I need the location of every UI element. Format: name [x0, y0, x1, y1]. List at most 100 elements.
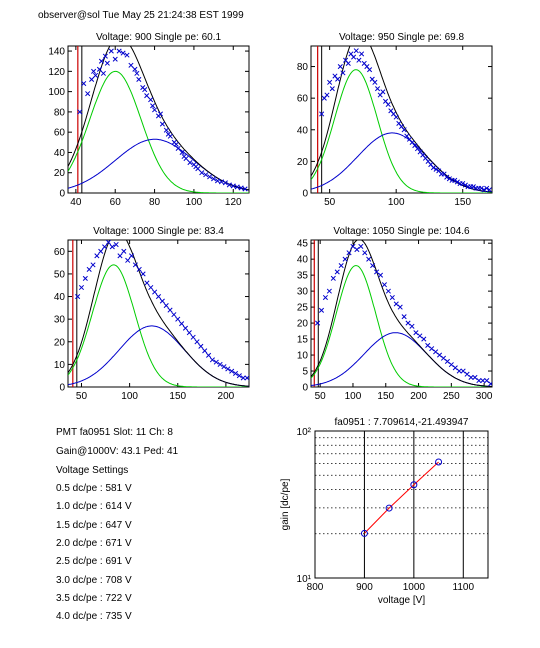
data-point — [452, 177, 458, 183]
data-point — [167, 307, 173, 313]
data-point — [190, 334, 196, 340]
data-point — [359, 51, 365, 57]
x-tick-label: 120 — [225, 197, 242, 208]
voltage-setting: 4.0 dc/pe : 735 V — [56, 611, 132, 622]
y-tick-label: 50 — [54, 269, 66, 280]
data-point — [319, 111, 325, 117]
data-point — [329, 86, 335, 92]
x-tick-label: 150 — [454, 197, 471, 208]
data-point — [385, 288, 391, 294]
data-point — [77, 109, 83, 115]
data-point — [157, 111, 164, 117]
y-tick-label: 60 — [54, 247, 66, 258]
data-point — [144, 280, 150, 286]
data-point — [150, 103, 156, 109]
x-tick-label: 150 — [169, 391, 186, 402]
data-point — [132, 262, 138, 268]
data-point — [203, 172, 209, 178]
data-point — [484, 185, 490, 191]
gain-info: Gain@1000V: 43.1 Ped: 41 — [56, 446, 179, 457]
data-point — [374, 269, 380, 275]
y-tick-label: 10² — [297, 427, 312, 438]
data-point — [374, 86, 381, 92]
data-point — [128, 253, 135, 259]
x-tick-label: 250 — [443, 391, 460, 402]
data-point — [342, 256, 348, 262]
data-point — [82, 275, 88, 281]
data-point — [324, 92, 330, 98]
x-tick-label: 100 — [121, 391, 138, 402]
data-point — [175, 145, 181, 151]
data-point — [421, 336, 427, 342]
data-point — [322, 294, 328, 301]
x-tick-label: 100 — [186, 197, 203, 208]
data-point — [372, 79, 378, 85]
data-point — [488, 381, 492, 387]
data-point — [430, 165, 436, 171]
data-point — [100, 70, 106, 76]
data-point — [148, 284, 154, 291]
single-pe-fit-curve — [311, 265, 492, 387]
data-point — [244, 375, 249, 381]
y-tick-label: 15 — [297, 335, 309, 346]
data-point — [85, 91, 91, 97]
data-point — [144, 93, 150, 99]
data-point — [230, 183, 236, 189]
data-point — [167, 133, 173, 139]
data-point — [217, 361, 223, 367]
data-point — [183, 155, 189, 162]
x-axis-label: voltage [V] — [378, 595, 425, 606]
y-tick-label: 20 — [297, 319, 309, 330]
data-point — [199, 170, 205, 176]
data-point — [202, 348, 208, 354]
data-point — [472, 374, 478, 380]
data-point — [484, 378, 490, 384]
data-point — [481, 187, 487, 193]
data-point — [186, 330, 192, 336]
data-point — [381, 282, 388, 288]
x-tick-label: 800 — [307, 582, 324, 593]
data-point — [318, 307, 325, 313]
data-point — [429, 346, 435, 352]
data-point — [159, 121, 165, 127]
data-point — [393, 114, 399, 120]
gain-data-point — [410, 481, 418, 489]
plot-title: Voltage: 1000 Single pe: 83.4 — [93, 226, 224, 237]
data-point — [470, 184, 476, 190]
data-point — [397, 304, 403, 310]
data-point — [194, 339, 200, 345]
voltage-setting: 3.0 dc/pe : 708 V — [56, 575, 132, 586]
y-tick-label: 5 — [302, 367, 308, 378]
data-point — [460, 368, 466, 374]
y-tick-label: 35 — [297, 271, 309, 282]
data-point — [236, 373, 242, 379]
x-tick-label: 80 — [149, 197, 161, 208]
data-point — [478, 185, 484, 191]
y-tick-label: 10 — [54, 360, 66, 371]
voltage-setting: 0.5 dc/pe : 581 V — [56, 483, 132, 494]
gain-data-point — [385, 504, 393, 512]
voltage-setting: 1.0 dc/pe : 614 V — [56, 501, 132, 512]
data-point — [446, 176, 452, 182]
data-point — [179, 149, 185, 156]
data-point — [315, 320, 321, 326]
x-tick-label: 200 — [218, 391, 235, 402]
y-tick-label: 10¹ — [297, 574, 312, 585]
data-point — [401, 127, 407, 133]
data-point — [405, 320, 411, 326]
data-point — [454, 179, 460, 185]
data-point — [207, 174, 213, 180]
data-point — [326, 288, 332, 294]
data-point — [385, 101, 391, 108]
y-tick-label: 20 — [54, 337, 66, 348]
data-point — [456, 368, 462, 374]
data-point — [121, 248, 127, 254]
x-tick-label: 100 — [388, 197, 405, 208]
total-fit-curve — [68, 46, 249, 191]
data-point — [452, 365, 458, 371]
gain-data-point — [435, 458, 443, 466]
data-point — [96, 66, 103, 72]
voltage-setting: 2.5 dc/pe : 691 V — [56, 556, 132, 567]
data-point — [448, 362, 454, 368]
